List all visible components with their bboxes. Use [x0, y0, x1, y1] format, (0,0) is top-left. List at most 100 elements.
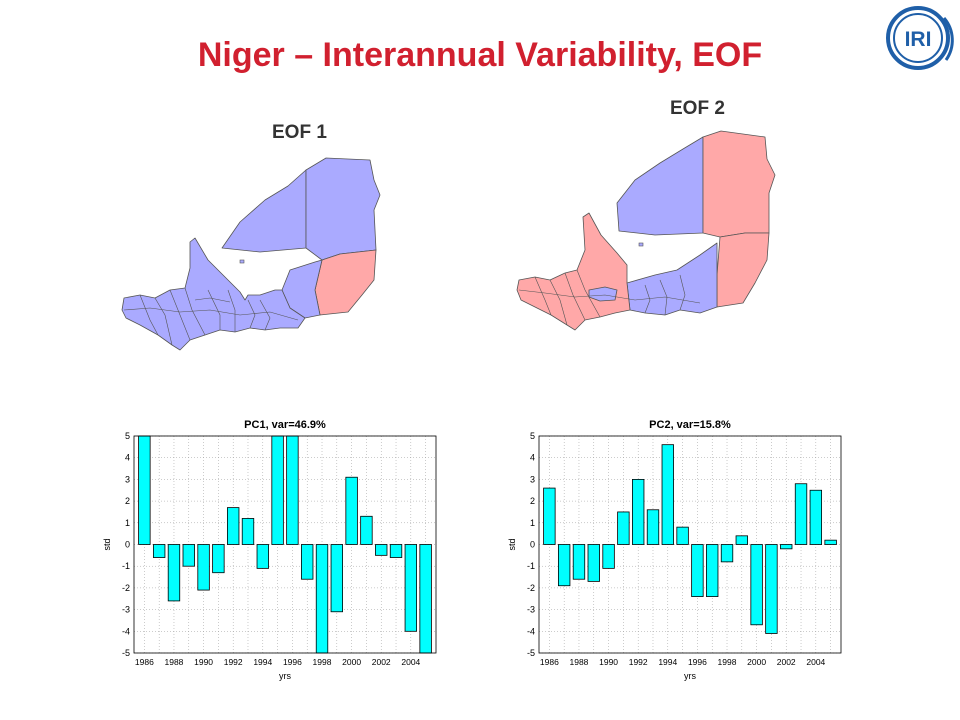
iri-logo: IRI: [886, 6, 954, 70]
bar: [227, 507, 240, 545]
bar: [557, 544, 571, 587]
bar: [271, 435, 284, 545]
y-tick-label: 4: [530, 453, 535, 463]
x-tick-label: 1992: [224, 657, 243, 667]
y-tick-label: 1: [125, 518, 130, 528]
bar: [572, 544, 586, 580]
x-tick-label: 1986: [135, 657, 154, 667]
y-tick-label: -1: [122, 561, 130, 571]
x-tick-label: 1998: [313, 657, 332, 667]
x-tick-label: 1994: [253, 657, 272, 667]
bar: [720, 544, 734, 563]
eof2-map: [516, 130, 776, 331]
bar: [404, 544, 418, 632]
x-axis-label: yrs: [279, 671, 291, 681]
bar: [286, 435, 299, 545]
eof1-east-region: [314, 249, 377, 316]
bar: [330, 544, 343, 613]
y-tick-label: -4: [527, 626, 535, 636]
y-axis-label: std: [102, 538, 112, 550]
bar: [419, 544, 432, 654]
eof2-central-region: [626, 242, 718, 316]
bar: [212, 544, 225, 574]
y-tick-label: 0: [125, 540, 130, 550]
x-tick-label: 1986: [540, 657, 559, 667]
bar: [138, 435, 151, 545]
eof1-north-west-region: [221, 169, 307, 253]
slide-title: Niger – Interannual Variability, EOF: [197, 36, 763, 74]
x-tick-label: 2004: [401, 657, 420, 667]
bar: [197, 544, 210, 591]
x-tick-label: 1996: [688, 657, 707, 667]
bar: [735, 535, 748, 545]
y-tick-label: 0: [530, 540, 535, 550]
plot-frame: [133, 435, 437, 654]
bar: [301, 544, 314, 580]
y-tick-label: -3: [122, 605, 130, 615]
bar: [794, 483, 808, 545]
bar: [750, 544, 763, 626]
eof2-north-west-region: [616, 136, 704, 236]
pc2-chart: PC2, var=15.8% yrs std -5 -4 -3 -2 -1 0 1 2 3 4 5 1…: [507, 419, 842, 681]
y-tick-label: -4: [122, 626, 130, 636]
x-tick-label: 1990: [194, 657, 213, 667]
y-axis-label: std: [507, 538, 517, 550]
bar: [587, 544, 600, 582]
y-tick-label: 2: [125, 496, 130, 506]
y-tick-label: 3: [530, 474, 535, 484]
y-tick-label: 2: [530, 496, 535, 506]
x-tick-label: 1988: [570, 657, 589, 667]
x-tick-label: 2002: [372, 657, 391, 667]
bar: [543, 487, 556, 545]
bar: [780, 544, 793, 550]
bar: [241, 518, 255, 545]
chart-title: PC1, var=46.9%: [244, 419, 326, 431]
y-tick-label: -5: [122, 648, 130, 658]
bar: [345, 476, 358, 545]
eof1-label: EOF 1: [272, 122, 327, 143]
x-tick-label: 1998: [718, 657, 737, 667]
y-tick-label: -1: [527, 561, 535, 571]
eof1-map: [121, 157, 381, 351]
y-tick-label: -3: [527, 605, 535, 615]
x-tick-label: 1994: [658, 657, 677, 667]
bar: [360, 515, 373, 545]
bar: [765, 544, 778, 634]
y-tick-label: -2: [527, 583, 535, 593]
x-tick-label: 2000: [342, 657, 361, 667]
x-tick-label: 1990: [599, 657, 618, 667]
x-tick-label: 2002: [777, 657, 796, 667]
y-tick-label: 5: [125, 431, 130, 441]
bar: [256, 544, 269, 569]
bar: [375, 544, 388, 556]
pc1-chart: PC1, var=46.9% yrs std -5 -4 -3 -2 -1 0 1 2 3 4 5 1…: [102, 419, 437, 681]
bar: [706, 544, 719, 597]
bar: [809, 489, 823, 545]
x-axis-label: yrs: [684, 671, 696, 681]
eof1-north-east-region: [305, 157, 381, 261]
x-tick-label: 1992: [629, 657, 648, 667]
eof2-mid-band: [588, 286, 618, 302]
bar: [182, 544, 195, 567]
y-tick-label: 1: [530, 518, 535, 528]
x-tick-label: 1996: [283, 657, 302, 667]
eof1-west-region: [121, 237, 306, 351]
svg-text:IRI: IRI: [905, 28, 932, 51]
bar: [152, 544, 166, 558]
bar: [389, 544, 403, 558]
bar: [691, 544, 704, 597]
eof2-label: EOF 2: [670, 98, 725, 119]
y-tick-label: -5: [527, 648, 535, 658]
x-tick-label: 1988: [165, 657, 184, 667]
bar: [602, 544, 615, 569]
chart-title: PC2, var=15.8%: [649, 419, 731, 431]
bar: [676, 526, 689, 545]
y-tick-label: 5: [530, 431, 535, 441]
y-tick-label: -2: [122, 583, 130, 593]
x-tick-label: 2004: [806, 657, 825, 667]
x-tick-label: 2000: [747, 657, 766, 667]
bar: [661, 444, 674, 545]
eof2-north-east-region: [702, 130, 776, 238]
eof2-east-region: [716, 232, 770, 308]
eof2-west-region: [516, 212, 631, 331]
